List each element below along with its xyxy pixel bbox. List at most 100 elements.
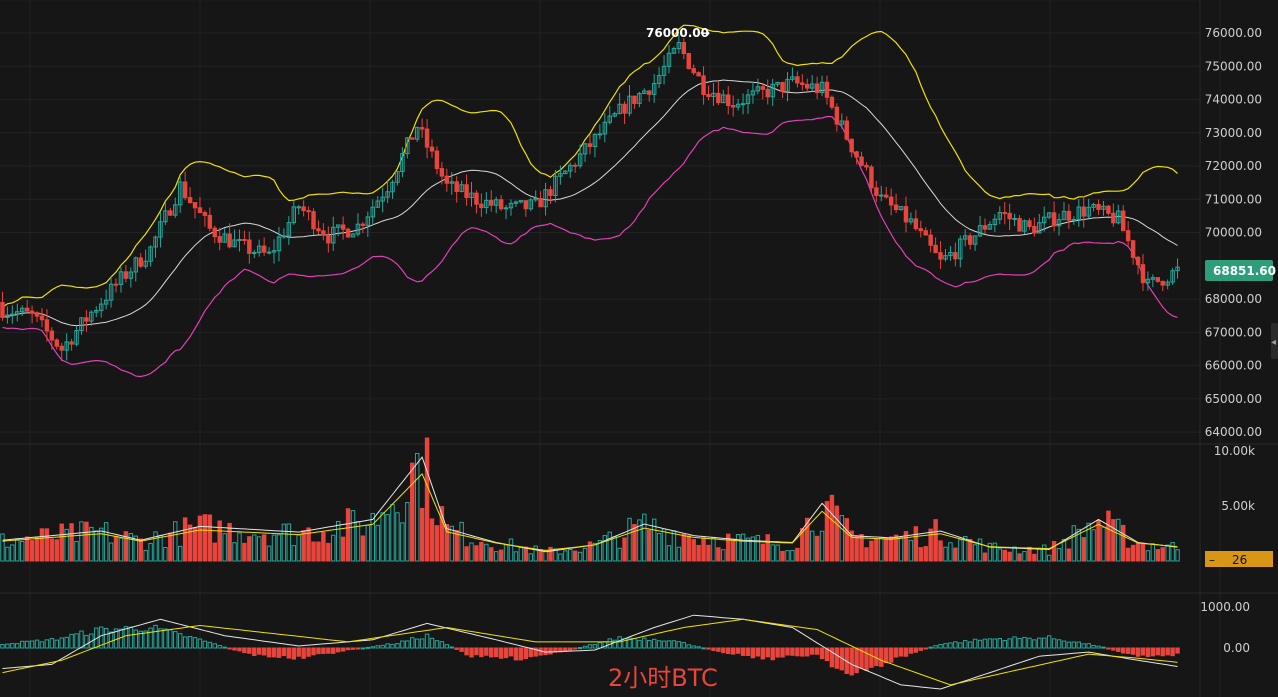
volume-bar-up	[528, 553, 533, 562]
macd-hist-up	[1012, 636, 1017, 649]
volume-bar-up	[568, 549, 573, 562]
volume-bar-up	[602, 535, 608, 562]
macd-hist-up	[39, 641, 45, 649]
candle-up	[553, 175, 558, 197]
candle-up	[232, 239, 237, 248]
macd-hist-up	[977, 639, 983, 649]
volume-tick-label: 10.00k	[1214, 444, 1255, 458]
macd-hist-up	[385, 643, 390, 649]
volume-bar-down	[849, 530, 854, 562]
volume-bar-up	[1012, 546, 1017, 562]
macd-hist-up	[148, 627, 153, 649]
candle-down	[439, 168, 445, 177]
candle-down	[844, 120, 849, 140]
macd-hist-up	[582, 645, 588, 649]
macd-hist-up	[365, 646, 371, 649]
macd-hist-up	[1101, 646, 1106, 649]
candle-down	[523, 200, 529, 210]
candle-up	[355, 223, 361, 235]
candle-down	[1017, 217, 1022, 232]
macd-hist-up	[212, 643, 217, 649]
macd-hist-up	[54, 639, 60, 649]
candle-up	[177, 181, 183, 206]
macd-hist-down	[469, 647, 474, 658]
volume-bar-down	[247, 536, 252, 562]
volume-tag[interactable]: – 26	[1205, 551, 1273, 567]
macd-hist-up	[627, 637, 632, 649]
macd-hist-down	[726, 647, 731, 655]
volume-bar-down	[953, 547, 958, 562]
macd-hist-up	[207, 641, 213, 649]
volume-bar-down	[212, 542, 217, 562]
candle-up	[414, 127, 420, 140]
volume-bar-down	[814, 535, 820, 562]
volume-bar-down	[938, 540, 943, 562]
candle-up	[607, 115, 612, 123]
volume-bar-up	[271, 534, 277, 562]
volume-bar-down	[311, 541, 316, 562]
candle-down	[967, 235, 973, 245]
macd-hist-up	[187, 636, 193, 649]
volume-bar-down	[261, 534, 267, 562]
candle-up	[543, 189, 548, 208]
macd-hist-down	[1116, 647, 1121, 652]
volume-bar-up	[740, 533, 746, 562]
candle-down	[923, 230, 928, 236]
volume-bar-up	[656, 533, 662, 562]
volume-bar-down	[44, 528, 50, 562]
macd-hist-down	[340, 647, 346, 652]
macd-hist-up	[696, 646, 701, 649]
last-price-tag[interactable]: 68851.60	[1205, 260, 1276, 281]
volume-bar-down	[834, 505, 840, 562]
macd-hist-down	[1150, 647, 1156, 657]
candle-down	[1106, 205, 1111, 214]
volume-bar-up	[1145, 550, 1151, 562]
candle-up	[350, 233, 356, 238]
scroll-handle[interactable]: ◂	[1271, 323, 1278, 359]
volume-bar-up	[1170, 542, 1175, 562]
price-tick-label: 67000.00	[1205, 325, 1262, 339]
candle-down	[410, 137, 415, 140]
candle-up	[89, 311, 94, 322]
macd-hist-down	[1125, 647, 1131, 654]
candle-down	[1081, 206, 1086, 217]
macd-hist-up	[380, 644, 385, 649]
macd-hist-up	[612, 639, 617, 649]
macd-hist-up	[79, 630, 84, 649]
macd-hist-up	[29, 640, 35, 649]
candle-up	[839, 120, 845, 125]
candle-down	[716, 92, 721, 104]
candle-up	[1022, 220, 1027, 232]
volume-bar-down	[464, 546, 469, 562]
volume-bar-down	[913, 526, 919, 562]
volume-bar-down	[316, 541, 321, 562]
candle-up	[173, 204, 178, 216]
macd-hist-up	[963, 640, 968, 649]
candle-up	[819, 81, 825, 94]
macd-hist-down	[745, 647, 751, 656]
volume-bar-up	[963, 535, 968, 562]
candle-down	[444, 175, 450, 184]
candle-down	[1125, 230, 1131, 242]
macd-hist-up	[992, 638, 998, 649]
macd-hist-up	[202, 640, 208, 649]
volume-bar-down	[454, 530, 459, 562]
macd-hist-up	[1037, 637, 1042, 649]
volume-bar-up	[642, 513, 647, 562]
macd-hist-down	[800, 647, 805, 657]
candle-up	[1076, 206, 1082, 220]
candle-up	[651, 82, 657, 95]
candle-up	[108, 283, 114, 301]
volume-bar-up	[958, 539, 963, 562]
candle-up	[1012, 217, 1017, 220]
volume-bar-up	[785, 550, 790, 562]
macd-hist-up	[390, 643, 395, 649]
bollinger-upper	[2, 24, 1178, 308]
candle-down	[1135, 256, 1141, 266]
macd-hist-down	[311, 647, 316, 656]
volume-bar-down	[1017, 553, 1022, 562]
candle-down	[345, 228, 351, 238]
macd-hist-down	[809, 647, 815, 655]
candle-down	[548, 189, 553, 197]
